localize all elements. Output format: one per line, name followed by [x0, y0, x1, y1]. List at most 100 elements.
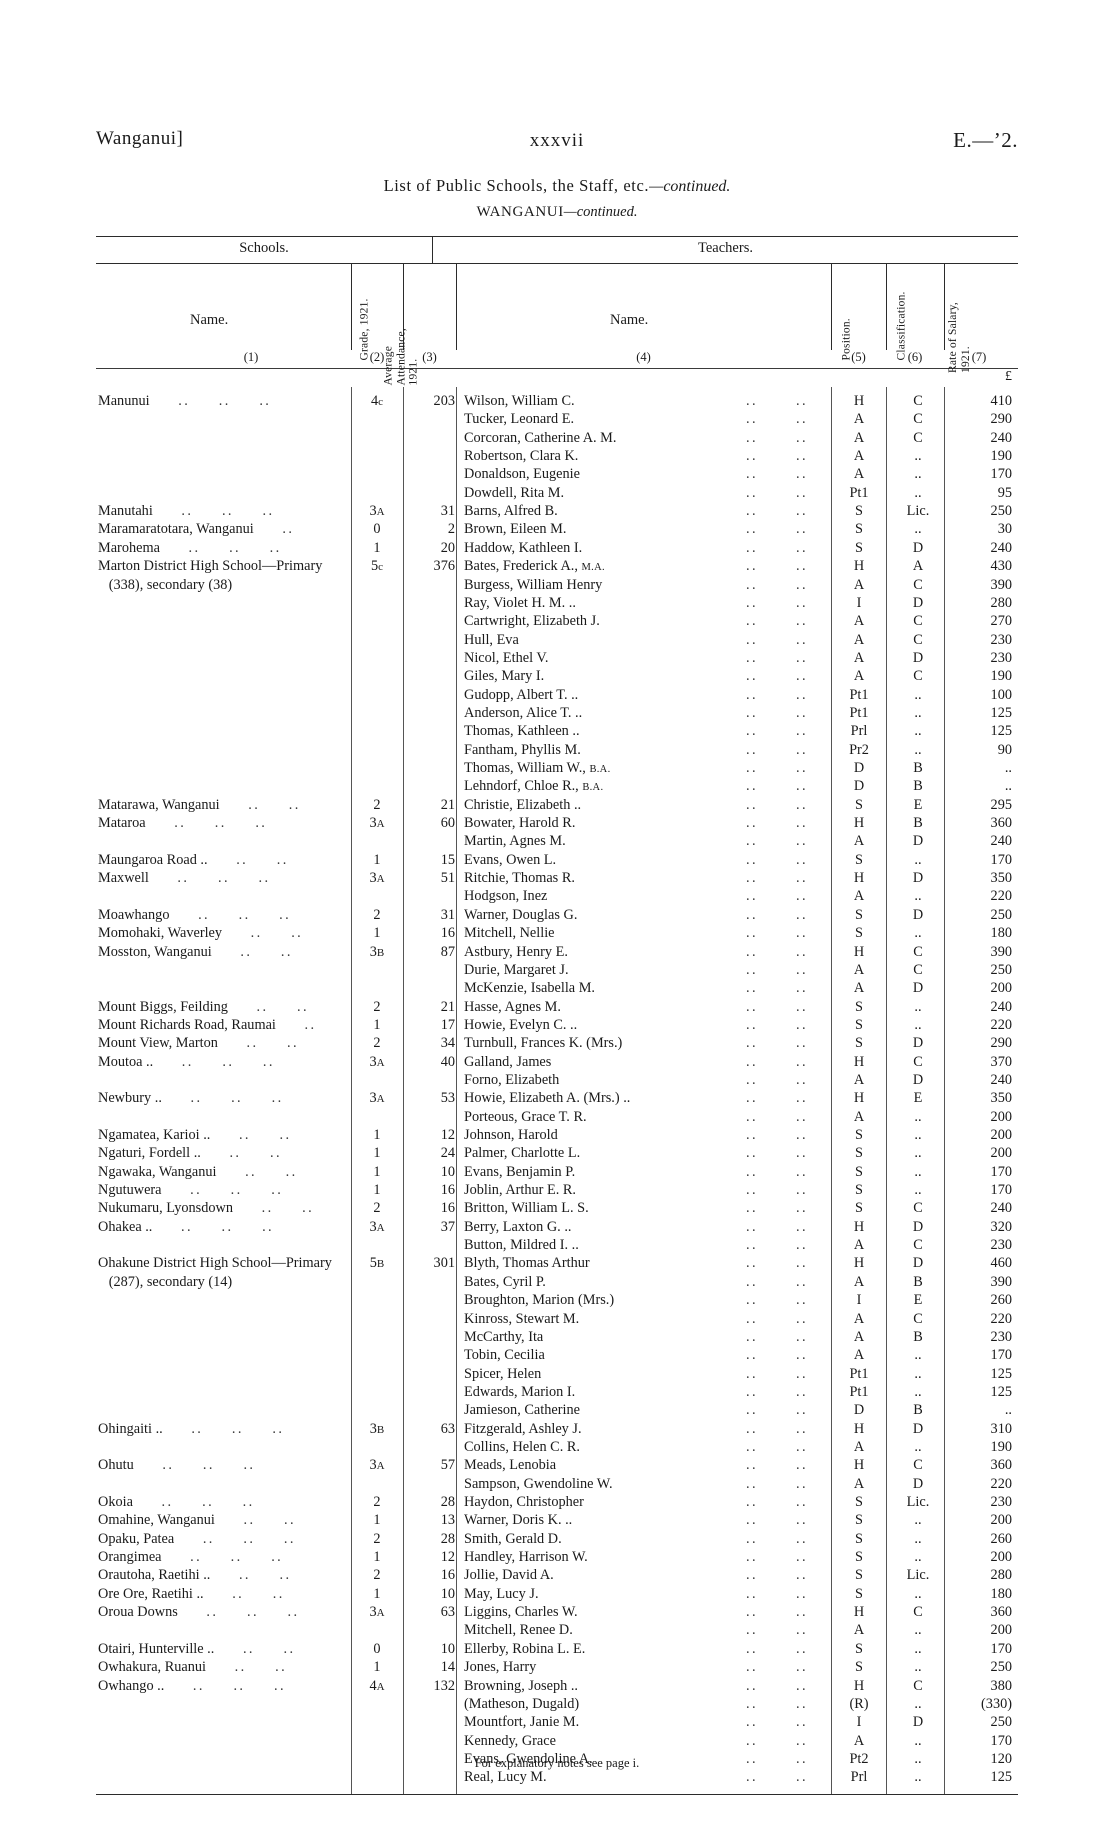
table-row[interactable]: Martin, Agnes M..... A D 240: [96, 833, 1018, 851]
table-subtitle: WANGANUI—continued.: [0, 204, 1114, 221]
table-row[interactable]: Button, Mildred I. ...... A C 230: [96, 1237, 1018, 1255]
table-row[interactable]: Ngaturi, Fordell .. .. .. 1 24 Palmer, Char…: [96, 1145, 1018, 1163]
table-row[interactable]: Ngutuwera .. .. .. 1 16 Joblin, Arthur E. R…: [96, 1182, 1018, 1200]
table-row[interactable]: Mount View, Marton .. .. 2 34 Turnbull, Fra…: [96, 1035, 1018, 1053]
table-row[interactable]: Thomas, Kathleen ...... Prl.. 125: [96, 723, 1018, 741]
table-row[interactable]: Jamieson, Catherine.... D B..: [96, 1402, 1018, 1420]
table-row[interactable]: Giles, Mary I..... A C 190: [96, 668, 1018, 686]
leader-dots: ..: [796, 1182, 808, 1199]
table-row[interactable]: Donaldson, Eugenie.... A.. 170: [96, 466, 1018, 484]
table-row[interactable]: Maxwell .. .. .. 3A 51 Ritchie, Thomas R...…: [96, 870, 1018, 888]
table-row[interactable]: Ray, Violet H. M. ...... I D 280: [96, 595, 1018, 613]
cell-position: A: [853, 1071, 865, 1088]
table-row[interactable]: Hull, Eva.... A C 230: [96, 632, 1018, 650]
table-row[interactable]: Orangimea .. .. .. 1 12 Handley, Harrison W…: [96, 1549, 1018, 1567]
table-row[interactable]: Oroua Downs .. .. .. 3A 63 Liggins, Charles…: [96, 1604, 1018, 1622]
table-row[interactable]: Sampson, Gwendoline W..... A D 220: [96, 1476, 1018, 1494]
table-row[interactable]: Orautoha, Raetihi .. .. .. 2 16 Jollie, Dav…: [96, 1567, 1018, 1585]
table-row[interactable]: Ohakea .. .. .. .. 3A 37 Berry, Laxton G. .…: [96, 1219, 1018, 1237]
table-row[interactable]: Opaku, Patea .. .. .. 2 28 Smith, Gerald D.…: [96, 1531, 1018, 1549]
table-row[interactable]: Manunui .. .. .. 4c 203 Wilson, William C..…: [96, 393, 1018, 411]
table-row[interactable]: (Matheson, Dugald).... (R).. (330): [96, 1696, 1018, 1714]
table-row[interactable]: Mountfort, Janie M..... I D 250: [96, 1714, 1018, 1732]
table-row[interactable]: (338), secondary (38) Burgess, William He…: [96, 577, 1018, 595]
table-row[interactable]: Mount Richards Road, Raumai .. 1 17 Howie, …: [96, 1017, 1018, 1035]
table-row[interactable]: Marohema .. .. .. 1 20 Haddow, Kathleen I..…: [96, 540, 1018, 558]
table-row[interactable]: Owhango .. .. .. .. 4A 132 Browning, Joseph…: [96, 1678, 1018, 1696]
table-row[interactable]: Mount Biggs, Feilding .. .. 2 21 Hasse, Agn…: [96, 999, 1018, 1017]
table-row[interactable]: Porteous, Grace T. R..... A.. 200: [96, 1109, 1018, 1127]
cell-rate-of-salary: 200: [990, 1549, 1012, 1566]
leader-dots: ..: [796, 1677, 808, 1694]
table-row[interactable]: Fantham, Phyllis M..... Pr2.. 90: [96, 742, 1018, 760]
table-row[interactable]: Durie, Margaret J..... A C 250: [96, 962, 1018, 980]
table-row[interactable]: Gudopp, Albert T. ...... Pt1.. 100: [96, 687, 1018, 705]
leader-dots: ..: [796, 521, 808, 538]
table-row[interactable]: Spicer, Helen.... Pt1.. 125: [96, 1366, 1018, 1384]
table-row[interactable]: Corcoran, Catherine A. M..... A C 240: [96, 430, 1018, 448]
table-row[interactable]: Owhakura, Ruanui .. .. 1 14 Jones, Harry...…: [96, 1659, 1018, 1677]
cell-position: D: [853, 1402, 865, 1419]
cell-rate-of-salary: 190: [990, 448, 1012, 465]
table-row[interactable]: Ohutu .. .. .. 3A 57 Meads, Lenobia.... H C 36…: [96, 1457, 1018, 1475]
table-row[interactable]: Ore Ore, Raetihi .. .. .. 1 10 May, Lucy J.…: [96, 1586, 1018, 1604]
table-top-rule: [96, 236, 1018, 237]
table-row[interactable]: (287), secondary (14) Bates, Cyril P.....…: [96, 1274, 1018, 1292]
cell-teacher-name: Giles, Mary I.: [464, 668, 545, 685]
table-row[interactable]: Newbury .. .. .. .. 3A 53 Howie, Elizabeth …: [96, 1090, 1018, 1108]
table-row[interactable]: Mataroa .. .. .. 3A 60 Bowater, Harold R...…: [96, 815, 1018, 833]
colnum-7: (7): [971, 350, 987, 364]
table-row[interactable]: Moawhango .. .. .. 2 31 Warner, Douglas G..…: [96, 907, 1018, 925]
cell-school-name: Mosston, Wanganui .. ..: [98, 943, 293, 960]
table-row[interactable]: Tucker, Leonard E..... A C 290: [96, 411, 1018, 429]
cell-average-attendance: 21: [440, 796, 455, 813]
table-row[interactable]: Real, Lucy M..... Prl.. 125: [96, 1769, 1018, 1787]
table-row[interactable]: Lehndorf, Chloe R., B.A..... D B..: [96, 778, 1018, 796]
table-row[interactable]: Nukumaru, Lyonsdown .. .. 2 16 Britton, Wil…: [96, 1200, 1018, 1218]
table-row[interactable]: Moutoa .. .. .. .. 3A 40 Galland, James....…: [96, 1054, 1018, 1072]
table-row[interactable]: Kennedy, Grace.... A.. 170: [96, 1733, 1018, 1751]
table-row[interactable]: Tobin, Cecilia.... A.. 170: [96, 1347, 1018, 1365]
table-row[interactable]: Omahine, Wanganui .. .. 1 13 Warner, Doris …: [96, 1512, 1018, 1530]
leader-dots: ..: [796, 1750, 808, 1767]
table-row[interactable]: Collins, Helen C. R..... A.. 190: [96, 1439, 1018, 1457]
table-row[interactable]: Edwards, Marion I..... Pt1.. 125: [96, 1384, 1018, 1402]
table-row[interactable]: Ohakune District High School—Primary 5B 30…: [96, 1255, 1018, 1273]
cell-rate-of-salary: 125: [990, 1365, 1012, 1382]
table-row[interactable]: Mosston, Wanganui .. .. 3B 87 Astbury, Henr…: [96, 944, 1018, 962]
leader-dots: ..: [796, 760, 808, 776]
table-row[interactable]: Momohaki, Waverley .. .. 1 16 Mitchell, Nel…: [96, 925, 1018, 943]
table-row[interactable]: Maramaratotara, Wanganui .. 0 2 Brown, Eile…: [96, 521, 1018, 539]
table-row[interactable]: Evans, Gwendoline A..... Pt2.. 120: [96, 1751, 1018, 1769]
leader-dots: ..: [796, 613, 808, 630]
table-row[interactable]: Ohingaiti .. .. .. .. 3B 63 Fitzgerald, Ash…: [96, 1421, 1018, 1439]
table-row[interactable]: Dowdell, Rita M..... Pt1.. 95: [96, 485, 1018, 503]
table-row[interactable]: Ngawaka, Wanganui .. .. 1 10 Evans, Benjami…: [96, 1164, 1018, 1182]
cell-average-attendance: 16: [440, 1567, 455, 1584]
table-row[interactable]: Cartwright, Elizabeth J..... A C 270: [96, 613, 1018, 631]
header-rule-c6: [886, 264, 887, 350]
table-row[interactable]: Okoia .. .. .. 2 28 Haydon, Christopher....…: [96, 1494, 1018, 1512]
table-row[interactable]: Thomas, William W., B.A..... D B..: [96, 760, 1018, 778]
table-row[interactable]: Marton District High School—Primary 5c 376…: [96, 558, 1018, 576]
table-row[interactable]: Kinross, Stewart M..... A C 220: [96, 1311, 1018, 1329]
table-row[interactable]: Anderson, Alice T. ...... Pt1.. 125: [96, 705, 1018, 723]
table-row[interactable]: Matarawa, Wanganui .. .. 2 21 Christie, Eli…: [96, 797, 1018, 815]
table-row[interactable]: McCarthy, Ita.... A B 230: [96, 1329, 1018, 1347]
table-row[interactable]: Broughton, Marion (Mrs.).... I E 260: [96, 1292, 1018, 1310]
table-row[interactable]: Forno, Elizabeth.... A D 240: [96, 1072, 1018, 1090]
leader-dots: ..: [796, 833, 808, 850]
table-row[interactable]: Ngamatea, Karioi .. .. .. 1 12 Johnson, Har…: [96, 1127, 1018, 1145]
table-row[interactable]: McKenzie, Isabella M..... A D 200: [96, 980, 1018, 998]
table-row[interactable]: Maungaroa Road .. .. .. 1 15 Evans, Owen L.…: [96, 852, 1018, 870]
body-rule-c6: [886, 387, 887, 1794]
table-row[interactable]: Manutahi .. .. .. 3A 31 Barns, Alfred B....…: [96, 503, 1018, 521]
table-row[interactable]: Otairi, Hunterville .. .. .. 0 10 Ellerby, …: [96, 1641, 1018, 1659]
table-row[interactable]: Hodgson, Inez.... A.. 220: [96, 888, 1018, 906]
table-row[interactable]: Mitchell, Renee D..... A.. 200: [96, 1622, 1018, 1640]
cell-average-attendance: 53: [440, 1090, 455, 1107]
cell-grade: 2: [373, 1567, 381, 1584]
cell-classification: ..: [914, 1640, 922, 1657]
table-row[interactable]: Nicol, Ethel V..... A D 230: [96, 650, 1018, 668]
table-row[interactable]: Robertson, Clara K..... A.. 190: [96, 448, 1018, 466]
